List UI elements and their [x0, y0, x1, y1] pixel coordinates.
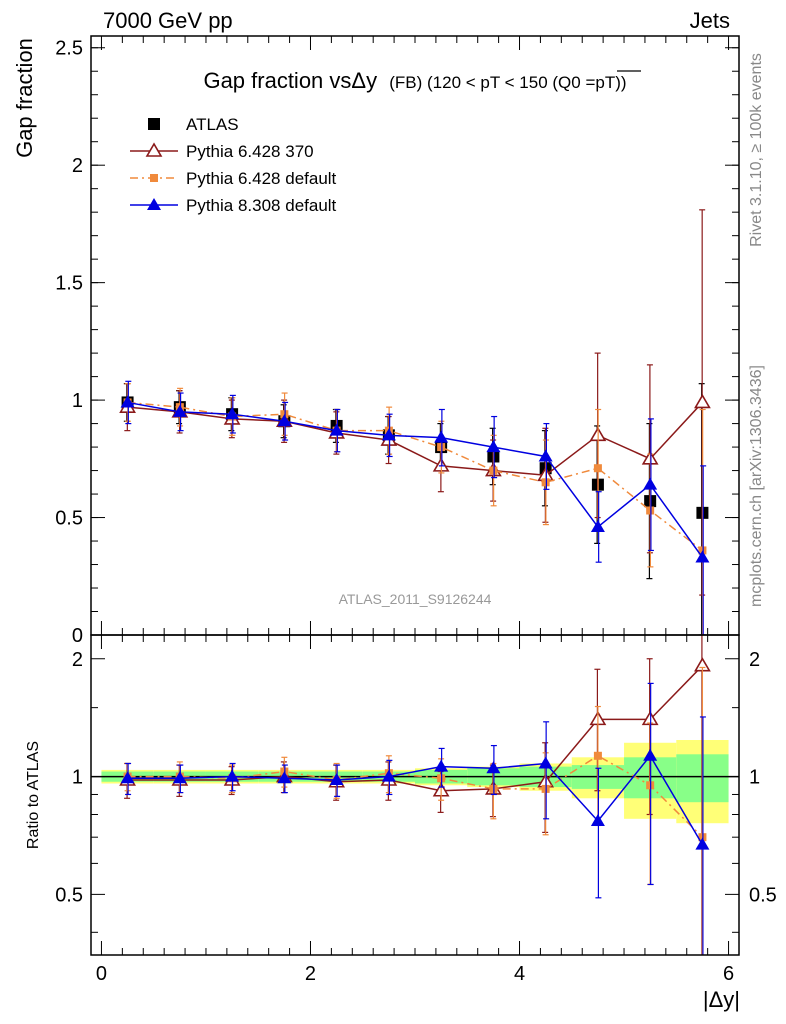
top-ytick-label: 2 — [72, 155, 83, 177]
uncertainty-bands — [91, 740, 739, 824]
mcplots-label: mcplots.cern.ch [arXiv:1306.3436] — [748, 365, 765, 607]
legend-label: Pythia 6.428 default — [186, 169, 337, 188]
legend-label: Pythia 6.428 370 — [186, 142, 314, 161]
top-point-pythia-8-308-default — [225, 407, 240, 420]
top-ytick-label: 0.5 — [55, 508, 83, 530]
chart-title-suffix: (FB) (120 < pT < 150 (Q0 =pT)) — [389, 73, 626, 92]
top-line-pythia-6-428-370 — [127, 401, 703, 477]
top-series-layer — [119, 209, 711, 635]
legend-marker — [147, 198, 161, 210]
ratio-ytick-label-right: 1 — [749, 767, 760, 789]
top-ylabel: Gap fraction — [12, 38, 37, 158]
ratio-point-pythia-8-308-default — [590, 813, 605, 826]
top-series-3 — [120, 380, 710, 635]
ratio-point-pythia-8-308-default — [329, 772, 344, 785]
ratio-point-pythia-8-308-default — [381, 769, 396, 782]
bottom-ylabel: Ratio to ATLAS — [25, 741, 42, 849]
top-ytick-label: 1 — [72, 390, 83, 412]
ratio-series-1 — [123, 666, 707, 955]
watermark: ATLAS_2011_S9126244 — [339, 591, 492, 607]
top-point-pythia-6-428-default — [698, 546, 707, 555]
top-ytick-label: 1.5 — [55, 273, 83, 295]
legend-item: Pythia 6.428 370 — [130, 142, 314, 161]
xtick-label: 0 — [96, 963, 107, 985]
ratio-line-pythia-6-428-370 — [127, 665, 703, 792]
legend-marker — [148, 118, 160, 130]
top-point-pythia-8-308-default — [695, 550, 710, 563]
top-point-pythia-6-428-370 — [694, 393, 711, 409]
ratio-point-pythia-8-308-default — [643, 748, 658, 761]
ratio-line-pythia-8-308-default — [127, 754, 704, 846]
header-right: Jets — [690, 8, 730, 33]
top-line-pythia-6-428-default — [127, 401, 703, 552]
legend-marker — [145, 142, 163, 157]
top-point-pythia-8-308-default — [538, 449, 553, 462]
ratio-point-pythia-8-308-default — [538, 756, 553, 769]
xlabel: |Δy| — [703, 987, 740, 1012]
legend-marker — [150, 174, 158, 182]
xtick-label: 2 — [305, 963, 316, 985]
top-point-pythia-8-308-default — [120, 395, 135, 408]
axes-layer: 00.511.522.50.5 0.51 12 20 2 4 6 — [55, 35, 777, 985]
top-point-pythia-6-428-default — [489, 466, 498, 475]
top-point-pythia-6-428-default — [541, 478, 550, 487]
top-ytick-label: 0 — [72, 625, 83, 647]
ratio-ytick-label: 1 — [72, 767, 83, 789]
ratio-point-pythia-8-308-default — [225, 769, 240, 782]
top-ytick-label: 2.5 — [55, 38, 83, 60]
legend-item: Pythia 8.308 default — [130, 196, 337, 215]
top-point-pythia-6-428-default — [646, 506, 655, 515]
ratio-ytick-label: 0.5 — [55, 884, 83, 906]
top-point-pythia-8-308-default — [643, 477, 658, 490]
ratio-point-pythia-8-308-default — [277, 771, 292, 784]
top-point-pythia-6-428-default — [437, 443, 446, 452]
ratio-line-pythia-6-428-default — [127, 754, 703, 838]
top-line-pythia-8-308-default — [127, 401, 704, 558]
xtick-label: 4 — [514, 963, 525, 985]
ratio-ytick-label-right: 2 — [749, 649, 760, 671]
legend-item: ATLAS — [148, 115, 239, 134]
header-left: 7000 GeV pp — [103, 8, 233, 33]
top-series-1 — [119, 209, 711, 596]
top-point-pythia-6-428-default — [593, 464, 602, 473]
top-point-pythia-8-308-default — [172, 404, 187, 417]
rivet-label: Rivet 3.1.10, ≥ 100k events — [748, 53, 765, 247]
top-point-pythia-6-428-default — [280, 410, 289, 419]
legend-item: Pythia 6.428 default — [130, 169, 337, 188]
ratio-point-pythia-8-308-default — [434, 759, 449, 772]
top-point-pythia-8-308-default — [329, 423, 344, 436]
ratio-ytick-label-right: 0.5 — [749, 884, 777, 906]
legend-label: Pythia 8.308 default — [186, 196, 337, 215]
ratio-ytick-label: 2 — [72, 649, 83, 671]
top-point-pythia-8-308-default — [590, 519, 605, 532]
top-point-pythia-8-308-default — [381, 428, 396, 441]
ratio-point-pythia-8-308-default — [695, 837, 710, 850]
ratio-point-pythia-8-308-default — [486, 761, 501, 774]
chart-title: Gap fraction vsΔy (FB) (120 < pT < 150 (… — [203, 68, 626, 93]
xtick-label: 6 — [723, 963, 734, 985]
ratio-series-2 — [120, 682, 710, 955]
top-point-pythia-8-308-default — [486, 440, 501, 453]
top-point-pythia-8-308-default — [277, 414, 292, 427]
ratio-point-pythia-6-428-default — [593, 751, 602, 760]
ratio-point-pythia-8-308-default — [172, 771, 187, 784]
chart-title-main: Gap fraction vsΔy — [203, 68, 377, 93]
top-point-pythia-8-308-default — [434, 430, 449, 443]
legend-label: ATLAS — [186, 115, 239, 134]
ratio-point-pythia-8-308-default — [120, 771, 135, 784]
ratio-series-layer — [119, 635, 711, 955]
legend: ATLAS Pythia 6.428 370 Pythia 6.428 defaul… — [130, 115, 337, 215]
